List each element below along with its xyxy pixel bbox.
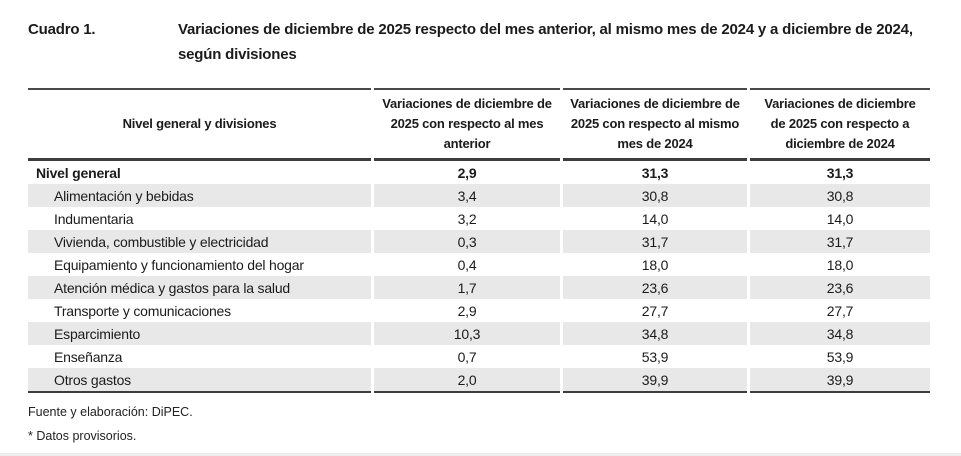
value-cell: 30,8 [563,184,747,207]
table-footer: Fuente y elaboración: DiPEC. * Datos pro… [28,405,961,443]
value-cell: 31,3 [826,164,854,181]
value-cell: 3,2 [457,210,477,227]
value-cell: 0,7 [457,348,477,365]
value-cell: 23,6 [750,276,930,299]
table-row: Otros gastos 2,0 39,9 39,9 [28,368,930,393]
table-row: Atención médica y gastos para la salud 1,… [28,276,930,299]
value-cell: 2,9 [457,164,477,181]
value-cell: 53,9 [641,348,669,365]
division-label: Transporte y comunicaciones [54,302,231,319]
value-cell: 53,9 [826,348,854,365]
column-header-divisions: Nivel general y divisiones [28,88,371,161]
value-cell: 31,7 [563,230,747,253]
division-label: Enseñanza [54,348,123,365]
value-cell: 27,7 [826,302,854,319]
variations-table: Nivel general y divisiones Variaciones d… [25,88,933,393]
division-label: Indumentaria [54,210,134,227]
value-cell: 10,3 [374,322,560,345]
division-label: Equipamiento y funcionamiento del hogar [54,256,304,273]
value-cell: 14,0 [826,210,854,227]
value-cell: 27,7 [641,302,669,319]
table-header-row: Nivel general y divisiones Variaciones d… [28,88,930,161]
value-cell: 23,6 [563,276,747,299]
source-note: Fuente y elaboración: DiPEC. [28,405,193,419]
value-cell: 34,8 [750,322,930,345]
value-cell: 3,4 [374,184,560,207]
table-row: Nivel general 2,9 31,3 31,3 [28,161,930,184]
table-row: Vivienda, combustible y electricidad 0,3 3… [28,230,930,253]
value-cell: 39,9 [750,368,930,393]
value-cell: 18,0 [826,256,854,273]
value-cell: 30,8 [750,184,930,207]
table-body: Nivel general 2,9 31,3 31,3 Alimentación y b… [28,161,930,393]
value-cell: 39,9 [563,368,747,393]
division-label: Nivel general [36,164,121,181]
table-row: Transporte y comunicaciones 2,9 27,7 27,7 [28,299,930,322]
value-cell: 14,0 [641,210,669,227]
value-cell: 2,9 [457,302,477,319]
value-cell: 2,0 [374,368,560,393]
column-header-vs-december: Variaciones de diciembre de 2025 con res… [750,88,930,161]
table-row: Enseñanza 0,7 53,9 53,9 [28,345,930,368]
table-number-label: Cuadro 1. [28,21,96,38]
table-caption: Cuadro 1. Variaciones de diciembre de 20… [0,0,961,67]
value-cell: 1,7 [374,276,560,299]
value-cell: 31,7 [750,230,930,253]
provisional-data-note: * Datos provisorios. [28,429,137,443]
division-label: Atención médica y gastos para la salud [28,276,371,299]
column-header-year-over-year: Variaciones de diciembre de 2025 con res… [563,88,747,161]
table-row: Indumentaria 3,2 14,0 14,0 [28,207,930,230]
division-label: Alimentación y bebidas [28,184,371,207]
value-cell: 0,4 [457,256,477,273]
table-header: Nivel general y divisiones Variaciones d… [28,88,930,161]
column-header-month-over-month: Variaciones de diciembre de 2025 con res… [374,88,560,161]
value-cell: 18,0 [641,256,669,273]
table-row: Alimentación y bebidas 3,4 30,8 30,8 [28,184,930,207]
value-cell: 0,3 [374,230,560,253]
table-row: Esparcimiento 10,3 34,8 34,8 [28,322,930,345]
value-cell: 31,3 [641,164,669,181]
value-cell: 34,8 [563,322,747,345]
table-row: Equipamiento y funcionamiento del hogar 0… [28,253,930,276]
division-label: Otros gastos [28,368,371,393]
division-label: Esparcimiento [28,322,371,345]
table-title: Variaciones de diciembre de 2025 respect… [178,21,913,63]
division-label: Vivienda, combustible y electricidad [28,230,371,253]
